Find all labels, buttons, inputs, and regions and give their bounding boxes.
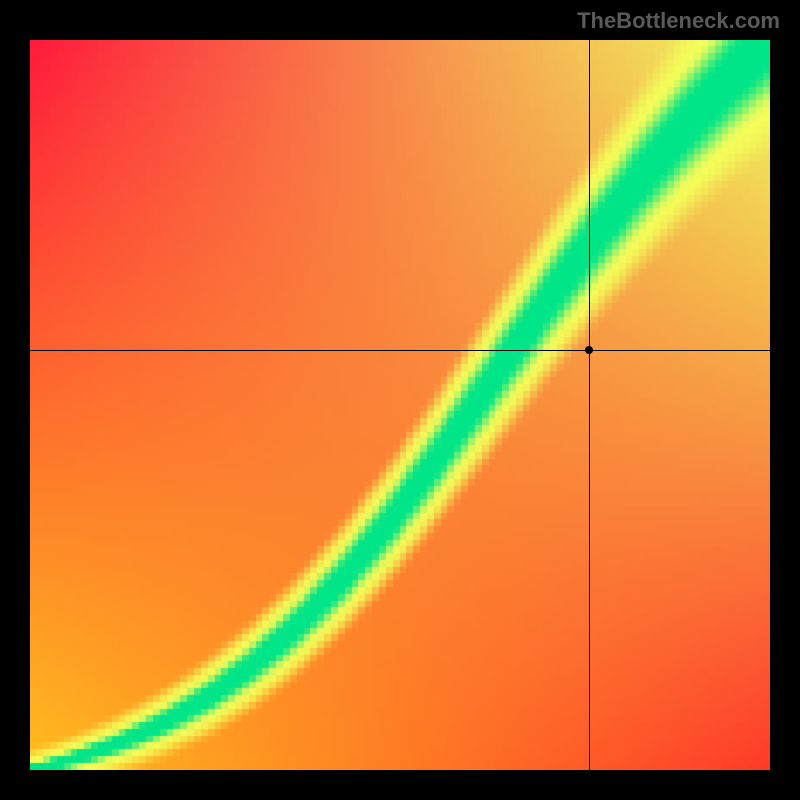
crosshair-horizontal xyxy=(30,350,770,351)
crosshair-vertical xyxy=(589,40,590,770)
chart-container: TheBottleneck.com xyxy=(0,0,800,800)
watermark-text: TheBottleneck.com xyxy=(577,8,780,34)
plot-frame xyxy=(30,40,770,770)
heatmap-canvas xyxy=(30,40,770,770)
crosshair-marker xyxy=(585,346,593,354)
